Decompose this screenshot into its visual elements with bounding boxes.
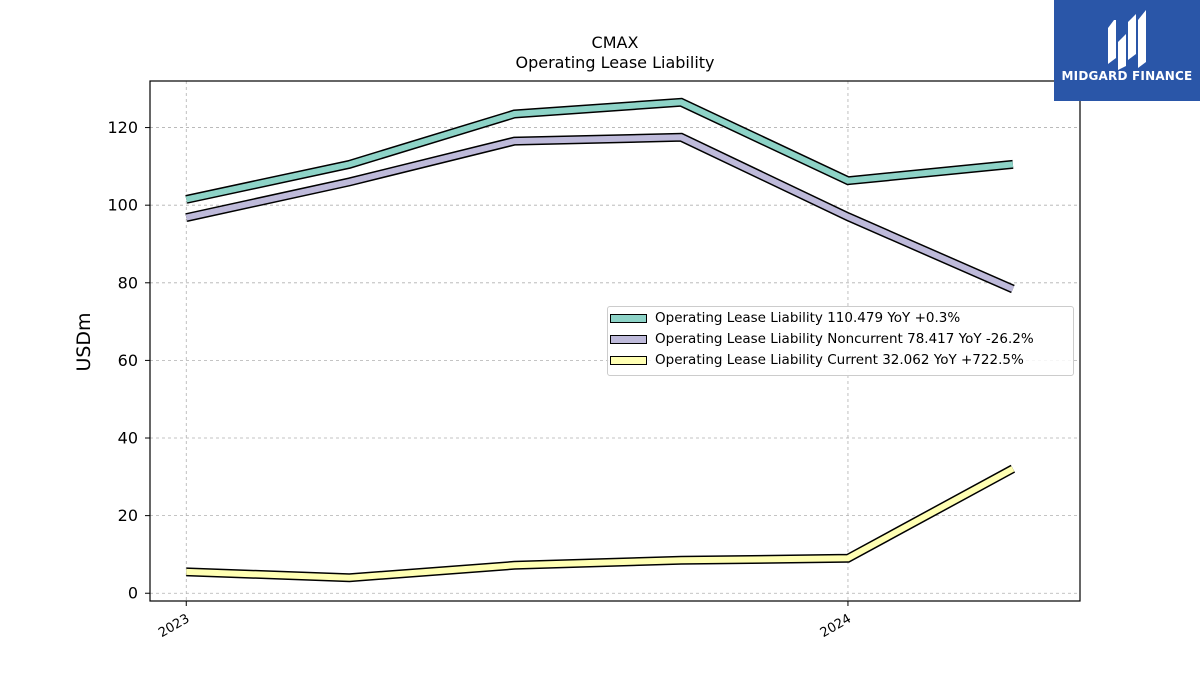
plot-frame bbox=[149, 80, 1081, 602]
y-tick-label: 60 bbox=[118, 351, 138, 370]
logo-text: MIDGARD FINANCE bbox=[1061, 69, 1193, 83]
legend-swatch bbox=[610, 314, 647, 323]
y-tick-label: 20 bbox=[118, 506, 138, 525]
brand-logo: MIDGARD FINANCE bbox=[1054, 0, 1200, 101]
series-line-outline bbox=[185, 97, 1014, 204]
series-line bbox=[185, 99, 1014, 203]
y-tick-label: 40 bbox=[118, 429, 138, 448]
y-axis: 0 20 40 60 80 100 120 bbox=[107, 118, 150, 603]
x-axis: 2023 2024 bbox=[156, 601, 854, 641]
y-tick-label: 80 bbox=[118, 273, 138, 292]
logo-mark-icon bbox=[1108, 10, 1146, 70]
y-tick-label: 120 bbox=[107, 118, 138, 137]
legend-label: Operating Lease Liability Current 32.062… bbox=[655, 352, 1024, 368]
y-tick-label: 0 bbox=[128, 584, 138, 603]
legend-label: Operating Lease Liability Noncurrent 78.… bbox=[655, 331, 1034, 347]
legend-label: Operating Lease Liability 110.479 YoY +0… bbox=[655, 310, 961, 326]
x-tick-label: 2024 bbox=[818, 611, 854, 641]
legend-swatch bbox=[610, 356, 647, 365]
series-line bbox=[185, 134, 1015, 292]
series-group bbox=[185, 97, 1016, 583]
series-line-outline bbox=[185, 132, 1015, 294]
chart-title: CMAX bbox=[591, 33, 639, 52]
chart-subtitle: Operating Lease Liability bbox=[515, 53, 715, 72]
legend: Operating Lease Liability 110.479 YoY +0… bbox=[607, 306, 1074, 376]
y-tick-label: 100 bbox=[107, 196, 138, 215]
legend-swatch bbox=[610, 335, 647, 344]
y-axis-label: USDm bbox=[73, 312, 95, 372]
series-line bbox=[186, 466, 1015, 581]
x-tick-label: 2023 bbox=[156, 611, 192, 641]
